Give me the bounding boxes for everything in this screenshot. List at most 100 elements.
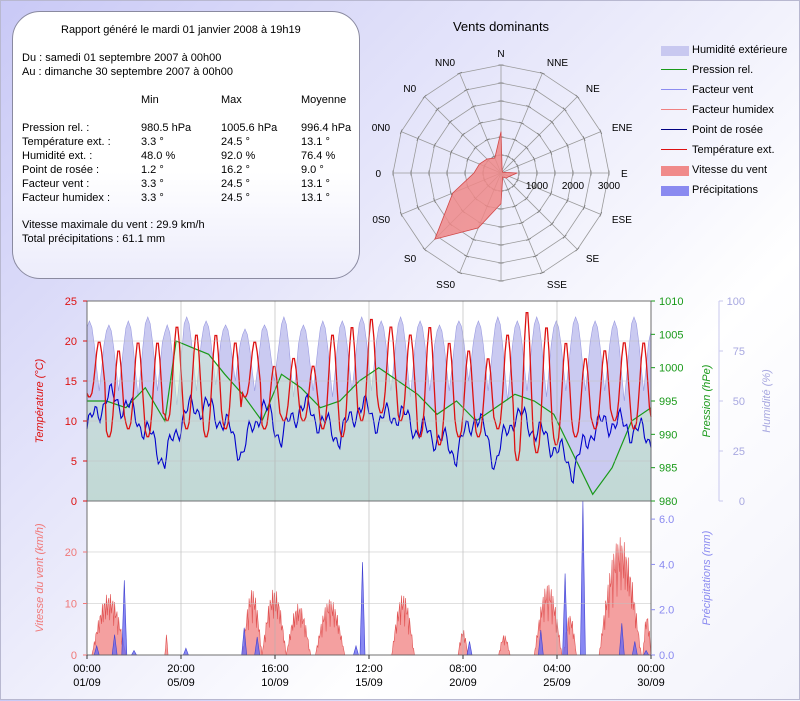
rose-scale-label: 3000 [598, 181, 621, 192]
max-wind: Vitesse maximale du vent : 29.9 km/h [22, 219, 205, 231]
rose-tick [433, 142, 436, 148]
stat-label: Point de rosée : [22, 164, 100, 176]
rose-tick [549, 221, 554, 226]
rose-tick [524, 145, 529, 150]
temp-tick-label: 5 [71, 456, 77, 468]
wind-speed-area [91, 594, 127, 656]
rose-tick [562, 107, 567, 112]
legend-label: Précipitations [692, 184, 759, 196]
rose-tick [562, 234, 567, 239]
report-to: Au : dimanche 30 septembre 2007 à 00h00 [22, 66, 233, 78]
rose-tick [484, 138, 490, 142]
rose-tick [457, 71, 463, 75]
stat-max: 92.0 % [221, 150, 256, 162]
pressure-tick-label: 995 [659, 396, 677, 408]
stat-max: 1005.6 hPa [221, 122, 278, 134]
precip-tick-label: 6.0 [659, 514, 674, 526]
stat-max: 24.5 ° [221, 178, 250, 190]
rose-tick [505, 188, 511, 191]
pressure-tick-label: 985 [659, 463, 677, 475]
legend-label: Humidité extérieure [692, 44, 788, 56]
rose-tick [433, 198, 436, 204]
rose-tick [416, 136, 420, 142]
stat-min: 3.3 ° [141, 192, 164, 204]
x-tick-time: 16:00 [261, 663, 289, 675]
legend-swatch [661, 46, 689, 56]
rose-direction-label: NN0 [435, 58, 455, 69]
x-tick-date: 15/09 [355, 677, 383, 689]
stat-max: 16.2 ° [221, 164, 250, 176]
pressure-axis-title: Pression (hPe) [701, 364, 713, 437]
x-tick-date: 10/09 [261, 677, 289, 689]
stat-avg: 9.0 ° [301, 164, 324, 176]
wind-axis-title: Vitesse du vent (km/h) [34, 523, 46, 633]
stat-min: 980.5 hPa [141, 122, 192, 134]
rose-tick [524, 196, 529, 201]
rose-data-area [434, 131, 518, 240]
x-tick-date: 05/09 [167, 677, 195, 689]
rose-tick [537, 132, 542, 137]
rose-tick [537, 209, 542, 214]
header-max: Max [221, 94, 242, 106]
rose-tick [477, 121, 483, 125]
rose-tick [532, 156, 536, 162]
legend-swatch [661, 89, 687, 90]
humidity-tick-label: 25 [733, 446, 745, 458]
rose-direction-label: NNE [547, 58, 568, 69]
rose-direction-label: SS0 [436, 280, 455, 289]
rose-tick [599, 129, 603, 135]
rose-tick [599, 211, 603, 217]
rose-direction-label: 0N0 [372, 123, 391, 134]
rose-tick [464, 254, 470, 258]
rose-direction-label: E [621, 169, 628, 180]
stat-max: 24.5 ° [221, 192, 250, 204]
stat-avg: 13.1 ° [301, 136, 330, 148]
temp-tick-label: 0 [71, 496, 77, 508]
stat-avg: 13.1 ° [301, 192, 330, 204]
x-tick-date: 20/09 [449, 677, 477, 689]
rose-tick [532, 184, 536, 190]
legend-swatch [661, 69, 687, 70]
rose-tick [422, 94, 427, 99]
stat-avg: 996.4 hPa [301, 122, 352, 134]
stat-avg: 76.4 % [301, 150, 336, 162]
rose-direction-label: 0S0 [372, 215, 390, 226]
rose-scale-label: 1000 [526, 181, 549, 192]
rose-tick [422, 247, 427, 252]
report-from: Du : samedi 01 septembre 2007 à 00h00 [22, 52, 222, 64]
legend-swatch [661, 149, 687, 150]
rose-direction-label: N0 [403, 84, 416, 95]
header-avg: Moyenne [301, 94, 347, 106]
rose-tick [511, 183, 516, 188]
pressure-tick-label: 1005 [659, 329, 683, 341]
humidity-tick-label: 0 [739, 496, 745, 508]
rose-direction-label: SE [586, 254, 600, 265]
legend-label: Pression rel. [692, 64, 754, 76]
rose-tick [512, 138, 518, 142]
rose-tick [532, 88, 538, 92]
rose-tick [549, 191, 553, 197]
rose-tick [516, 163, 519, 169]
rose-tick [399, 211, 403, 217]
rose-tick [399, 129, 403, 135]
x-tick-time: 00:00 [73, 663, 101, 675]
rose-tick [532, 254, 538, 258]
rose-tick [582, 204, 586, 210]
pressure-tick-label: 1000 [659, 363, 683, 375]
rose-direction-label: NE [586, 84, 600, 95]
stat-label: Humidité ext. : [22, 150, 93, 162]
rose-scale-label: 2000 [562, 181, 585, 192]
rose-direction-label: ENE [612, 123, 633, 134]
rose-tick [416, 204, 420, 210]
stat-max: 24.5 ° [221, 136, 250, 148]
temp-tick-label: 10 [65, 416, 77, 428]
wind-speed-area [598, 537, 642, 656]
stat-label: Facteur humidex : [22, 192, 111, 204]
rose-tick [566, 142, 569, 148]
x-tick-date: 25/09 [543, 677, 571, 689]
stat-min: 48.0 % [141, 150, 176, 162]
rose-tick [435, 107, 440, 112]
precip-tick-label: 2.0 [659, 605, 674, 617]
temp-tick-label: 25 [65, 296, 77, 308]
stat-min: 3.3 ° [141, 136, 164, 148]
